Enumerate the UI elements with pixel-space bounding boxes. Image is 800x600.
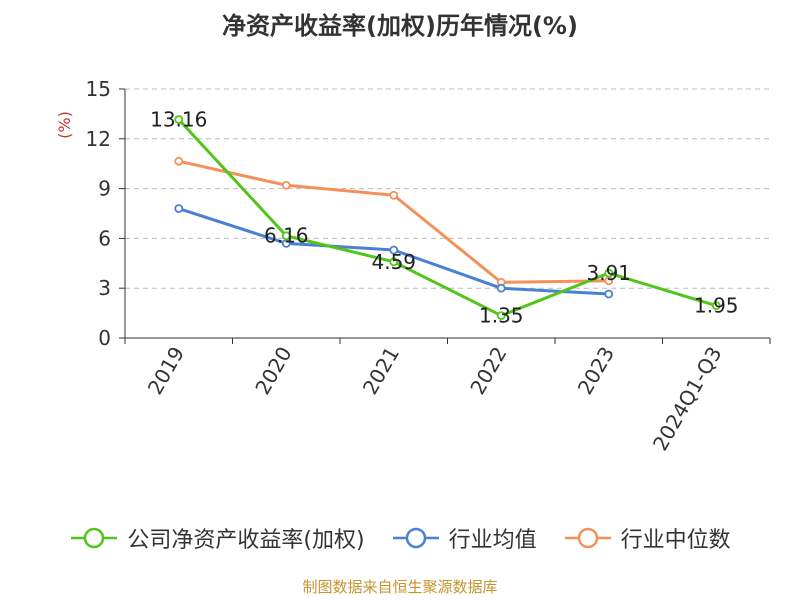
x-tick-label: 2021 xyxy=(358,343,404,399)
legend-line-circle-icon xyxy=(71,527,118,549)
chart-title: 净资产收益率(加权)历年情况(%) xyxy=(222,12,578,40)
axes: 0 3 6 9 12 15 2019 2020 2021 2022 2023 2024Q1-Q3 xyxy=(86,77,771,455)
data-point[interactable] xyxy=(281,180,291,190)
data-point[interactable] xyxy=(389,245,399,255)
x-tick-label: 2020 xyxy=(250,343,296,399)
legend-line-circle-icon xyxy=(392,527,439,549)
data-point[interactable] xyxy=(604,268,614,278)
x-tick-label: 2024Q1-Q3 xyxy=(648,343,727,455)
x-tick-label: 2019 xyxy=(143,343,189,399)
data-label: 13.16 xyxy=(150,108,207,132)
legend-label: 公司净资产收益率(加权) xyxy=(127,528,365,553)
legend-label: 行业均值 xyxy=(448,528,537,553)
y-tick-label: 9 xyxy=(98,177,111,201)
legend-item[interactable]: 公司净资产收益率(加权) xyxy=(69,522,365,554)
data-point[interactable] xyxy=(496,283,506,293)
data-point[interactable] xyxy=(389,257,399,267)
legend-item[interactable]: 行业中位数 xyxy=(563,522,731,554)
data-label: 6.16 xyxy=(264,224,309,248)
data-point[interactable] xyxy=(281,231,291,241)
data-label: 3.91 xyxy=(586,261,631,285)
data-point[interactable] xyxy=(174,204,184,213)
series-line xyxy=(177,118,718,318)
y-tick-label: 3 xyxy=(98,276,111,300)
data-labels: 13.16 6.16 4.59 1.35 3.91 1.95 xyxy=(150,108,738,328)
legend-line-circle-icon xyxy=(564,527,611,549)
legend: 公司净资产收益率(加权) 行业均值 行业中位数 xyxy=(0,518,800,558)
y-tick-label: 12 xyxy=(86,127,111,151)
data-label: 1.35 xyxy=(479,304,524,328)
y-axis-label: (%) xyxy=(55,111,74,139)
source-note: 制图数据来自恒生聚源数据库 xyxy=(302,578,498,596)
data-point[interactable] xyxy=(174,115,184,124)
data-point[interactable] xyxy=(174,156,184,166)
x-tick-label: 2023 xyxy=(573,343,619,399)
data-point[interactable] xyxy=(496,311,506,320)
y-tick-label: 0 xyxy=(98,326,111,350)
data-point[interactable] xyxy=(389,190,399,200)
grid-lines xyxy=(125,88,770,289)
legend-item[interactable]: 行业均值 xyxy=(391,522,537,554)
data-point[interactable] xyxy=(604,289,614,299)
legend-label: 行业中位数 xyxy=(620,528,731,553)
data-point[interactable] xyxy=(711,301,721,311)
y-tick-label: 6 xyxy=(98,226,111,250)
y-tick-label: 15 xyxy=(86,77,111,101)
data-label: 1.95 xyxy=(694,294,739,318)
series-lines xyxy=(174,115,721,320)
x-tick-label: 2022 xyxy=(465,343,511,399)
data-label: 4.59 xyxy=(371,250,416,274)
